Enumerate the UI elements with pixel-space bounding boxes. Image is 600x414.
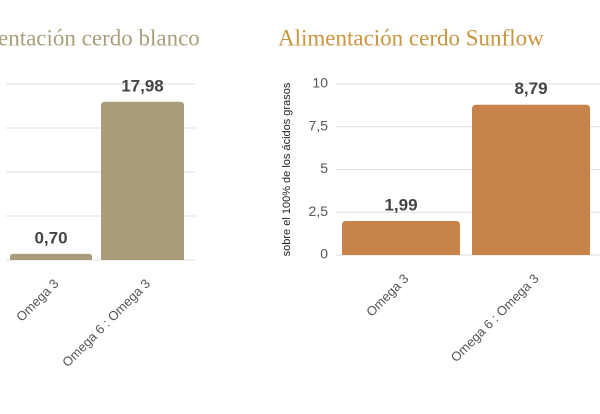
- x-tick-label: Omega 3: [363, 271, 411, 319]
- chart-title: entación cerdo blanco: [0, 25, 200, 50]
- value-label: 17,98: [121, 76, 164, 95]
- x-tick-label: Omega 6 : Omega 3: [59, 276, 153, 370]
- y-tick-label: 10: [312, 75, 328, 91]
- bar: [10, 253, 92, 260]
- x-tick-label: Omega 6 : Omega 3: [448, 271, 542, 365]
- bar: [472, 104, 590, 255]
- y-tick-label: 2,5: [309, 203, 329, 219]
- bar: [101, 101, 184, 260]
- y-tick-label: 7,5: [309, 117, 329, 133]
- y-axis-label: sobre el 100% de los ácidos grasos: [281, 82, 293, 256]
- x-tick-label: Omega 3: [13, 276, 61, 324]
- value-label: 1,99: [384, 195, 417, 214]
- chart-title: Alimentación cerdo Sunflow: [278, 25, 544, 50]
- bar: [342, 220, 460, 255]
- value-label: 8,79: [514, 79, 547, 98]
- y-tick-label: 5: [320, 160, 328, 176]
- y-tick-label: 0: [320, 246, 328, 262]
- value-label: 0,70: [34, 228, 67, 247]
